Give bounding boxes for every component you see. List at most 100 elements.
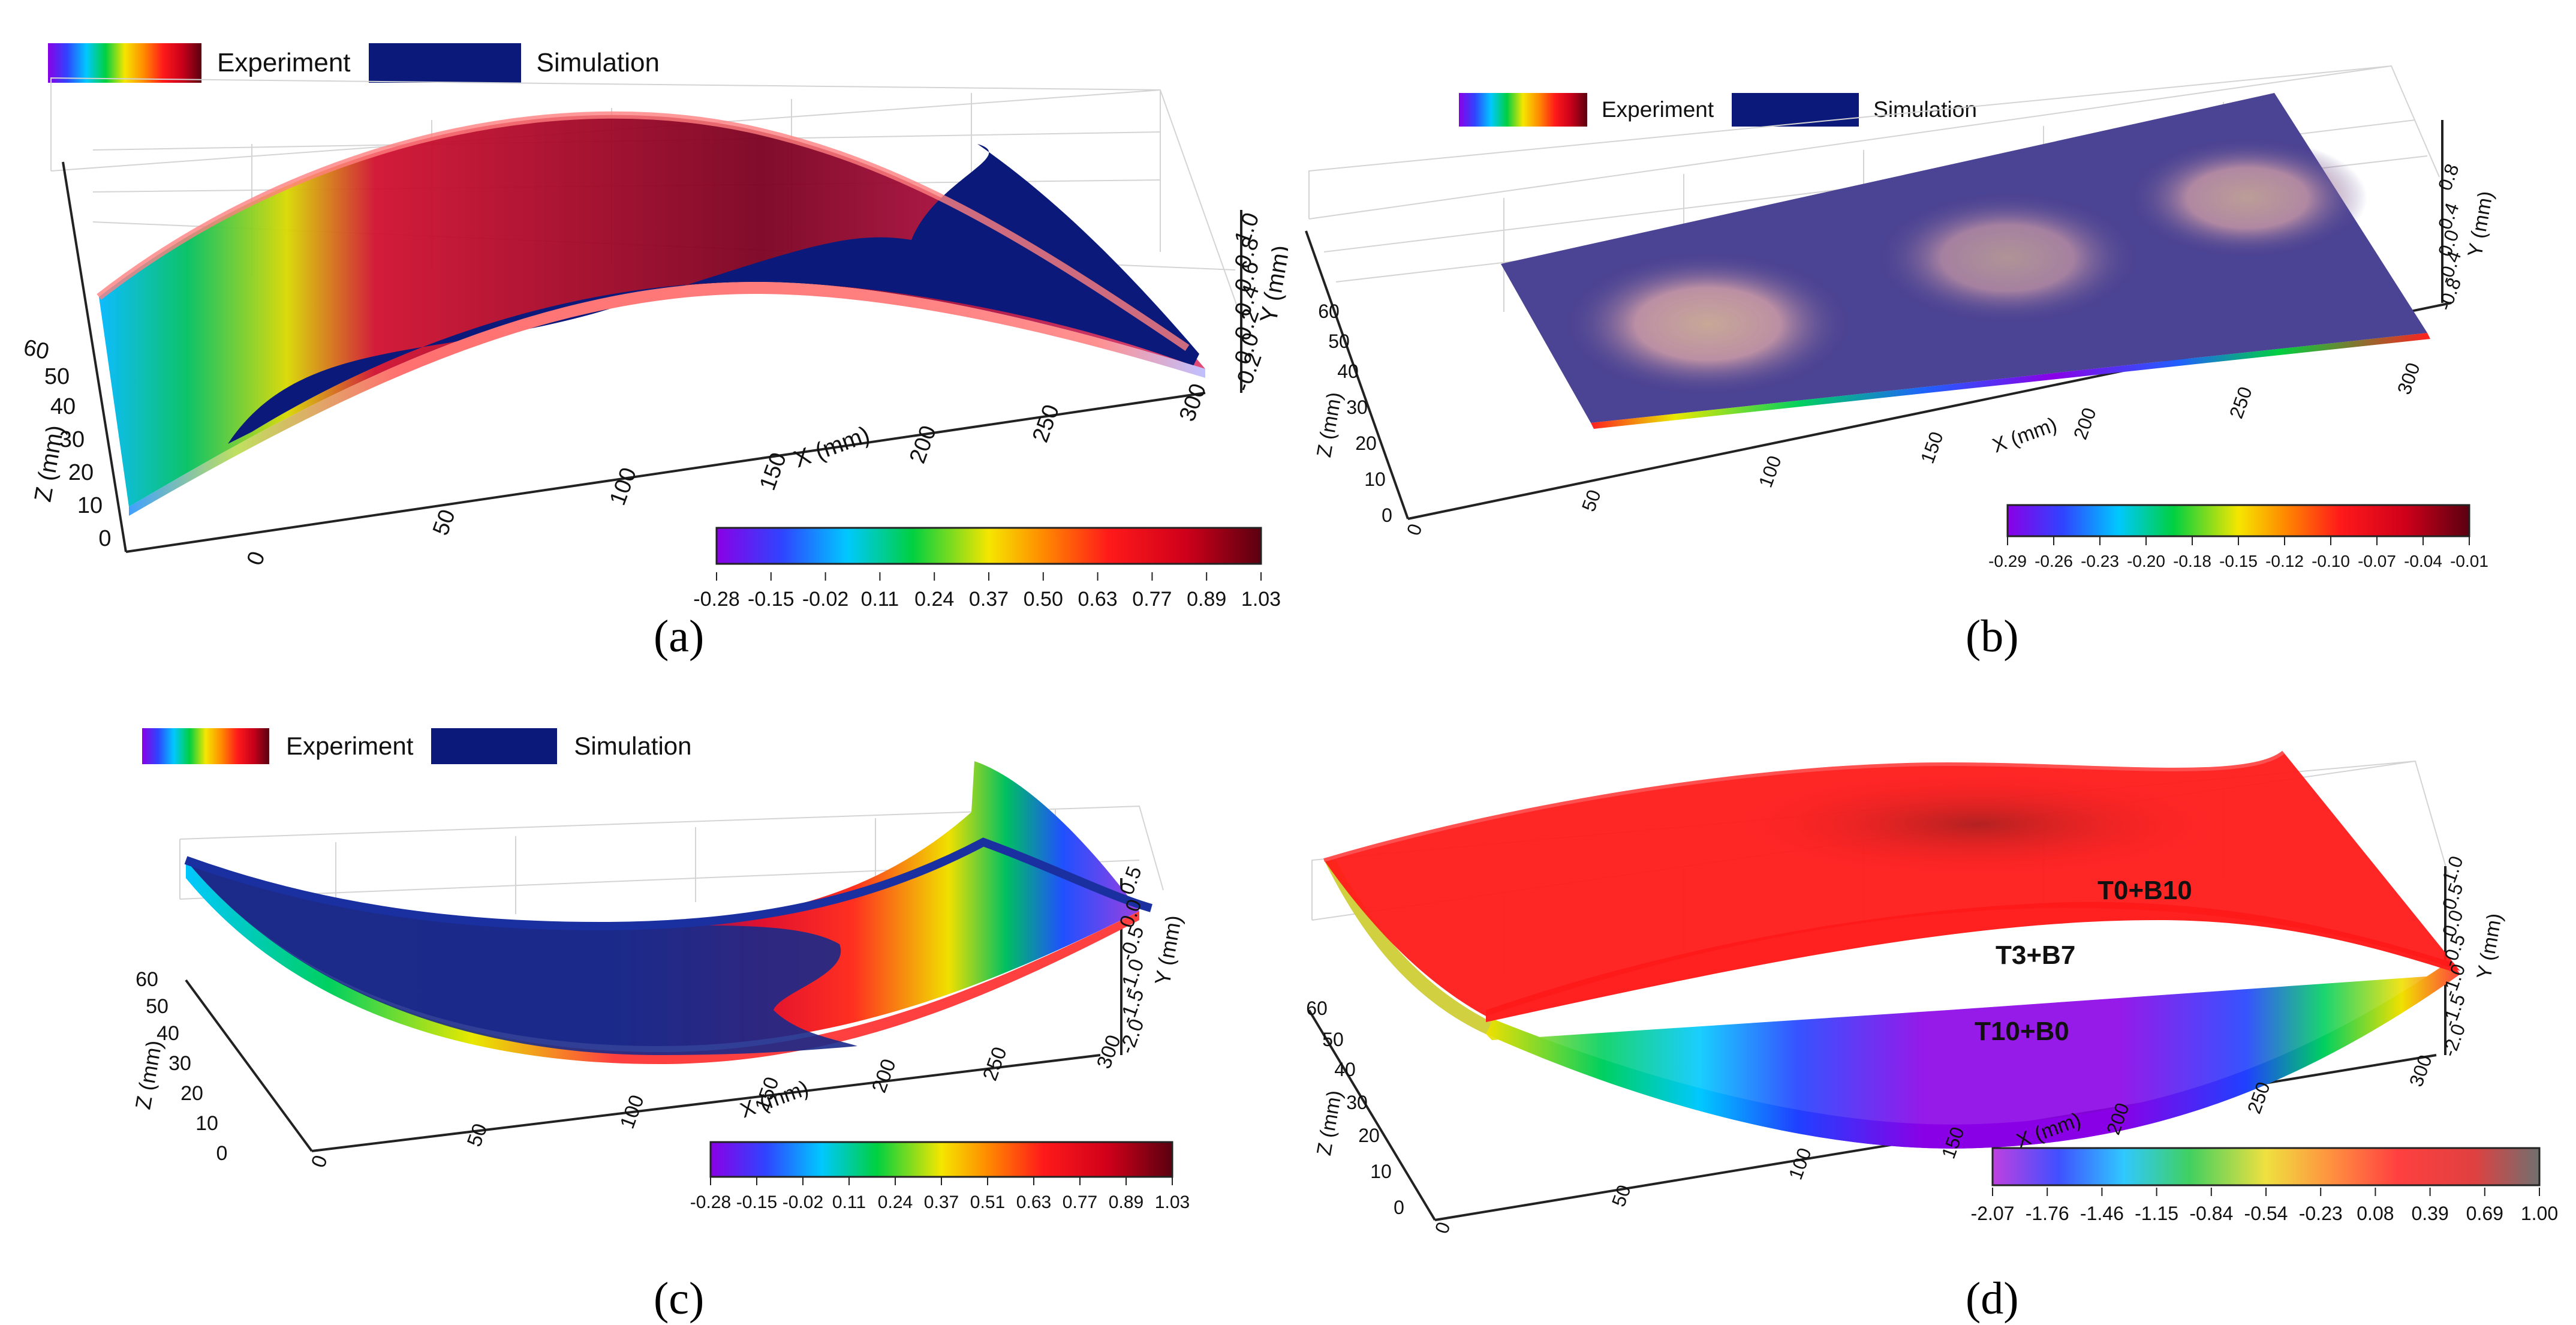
legend-simulation-label: Simulation <box>1873 97 1977 122</box>
z-tick: 20 <box>180 1082 203 1105</box>
colorbar-tick-label: 0.24 <box>878 1192 913 1212</box>
y-tick: 0.8 <box>2434 161 2463 193</box>
colorbar <box>709 1141 1173 1178</box>
simulation-swatch <box>431 728 558 764</box>
hot-spot <box>1564 252 1852 396</box>
colorbar-tick-label: -0.02 <box>783 1192 823 1212</box>
z-axis-label: Z (mm) <box>1313 1089 1346 1157</box>
x-tick: 250 <box>2225 384 2256 421</box>
colorbar <box>1991 1147 2541 1186</box>
x-tick: 0 <box>1403 521 1427 538</box>
hot-spot <box>2127 138 2367 258</box>
z-tick: 10 <box>1370 1161 1392 1182</box>
x-tick: 200 <box>905 422 941 467</box>
colorbar-tick-label: 0.11 <box>861 588 899 611</box>
x-tick: 100 <box>1755 453 1786 490</box>
experiment-swatch <box>48 43 201 83</box>
experiment-swatch <box>1459 93 1587 127</box>
simulation-rim <box>184 837 1152 931</box>
x-tick: 300 <box>2405 1052 2436 1089</box>
z-tick: 30 <box>1346 1092 1368 1113</box>
legend: Experiment Simulation <box>1459 93 1977 127</box>
x-tick: 0 <box>242 548 270 569</box>
colorbar-tick-label: -2.07 <box>1971 1203 2015 1224</box>
colorbar-tick-label: 0.77 <box>1132 588 1172 611</box>
panel-b: Experiment Simulation <box>1288 0 2576 662</box>
colorbar-tick-label: 0.08 <box>2357 1203 2394 1224</box>
z-axis: 60 50 40 30 20 10 0 Z (mm) <box>130 968 227 1165</box>
colorbar-tick-label: 0.63 <box>1078 588 1118 611</box>
colorbar-tick-label: -0.26 <box>2035 552 2073 570</box>
z-tick: 40 <box>1337 360 1359 382</box>
z-axis-label: Z (mm) <box>29 423 69 504</box>
x-tick: 50 <box>1578 487 1605 515</box>
z-tick: 30 <box>59 427 85 452</box>
x-tick: 200 <box>868 1056 901 1095</box>
colorbar-ticks: -0.29 -0.26 -0.23 -0.20 -0.18 -0.15 -0.12 -0.10… <box>1988 537 2488 570</box>
colorbar-tick-label: -0.12 <box>2265 552 2304 570</box>
surface-label: T3+B7 <box>1996 941 2075 970</box>
z-tick: 0 <box>1382 504 1392 526</box>
panel-d: T0+B10 T3+B7 T10+B0 60 50 40 30 20 10 0 … <box>1288 662 2576 1324</box>
x-tick: 100 <box>605 464 642 509</box>
z-tick: 0 <box>1394 1197 1404 1218</box>
colorbar-tick-label: -0.84 <box>2189 1203 2233 1224</box>
simulation-swatch <box>1732 93 1859 127</box>
hot-spot <box>1876 192 2139 324</box>
middle-surface <box>1486 902 2460 1022</box>
z-tick: 60 <box>21 335 51 365</box>
x-tick: 250 <box>979 1044 1012 1083</box>
z-tick: 20 <box>68 460 94 485</box>
y-tick: 0.4 <box>2434 200 2463 232</box>
colorbar-tick-label: 0.63 <box>1016 1192 1051 1212</box>
legend: Experiment Simulation <box>48 43 660 83</box>
y-tick: 0.5 <box>2438 880 2467 912</box>
x-tick: 150 <box>1916 429 1948 466</box>
colorbar-tick-label: -0.01 <box>2450 552 2488 570</box>
colorbar-tick-label: 0.37 <box>969 588 1009 611</box>
colorbar-tick-label: -0.15 <box>736 1192 777 1212</box>
experiment-edge <box>1591 333 2430 429</box>
colorbar-tick-label: -0.20 <box>2127 552 2165 570</box>
legend-experiment-label: Experiment <box>217 48 351 77</box>
top-rim <box>1323 750 2285 862</box>
y-tick: 1.0 <box>2438 853 2467 885</box>
z-axis-label: Z (mm) <box>130 1038 167 1111</box>
colorbar-tick-label: -0.28 <box>690 1192 731 1212</box>
caption-a: (a) <box>654 611 705 662</box>
colorbar <box>2006 504 2470 537</box>
colorbar-tick-label: 1.03 <box>1155 1192 1190 1212</box>
experiment-edge <box>186 860 1139 1064</box>
colorbar-tick-label: 0.77 <box>1063 1192 1097 1212</box>
colorbar-tick-label: -0.15 <box>2219 552 2258 570</box>
x-tick: 0 <box>1431 1219 1455 1236</box>
simulation-surface <box>228 144 1199 444</box>
colorbar <box>715 527 1262 565</box>
x-axis-label: X (mm) <box>1990 413 2060 458</box>
colorbar-tick-label: 0.37 <box>924 1192 959 1212</box>
colorbar-tick-label: 0.89 <box>1109 1192 1143 1212</box>
caption-b: (b) <box>1966 611 2019 662</box>
grid-box <box>179 805 1164 926</box>
colorbar-tick-label: 1.03 <box>1241 588 1281 611</box>
x-tick: 50 <box>428 506 461 539</box>
colorbar-tick-label: -0.28 <box>693 588 740 611</box>
y-axis: 1.0 0.8 0.6 0.4 0.2 0.0 -0.2 Y (mm) <box>1230 209 1288 395</box>
colorbar-tick-label: -1.15 <box>2135 1203 2178 1224</box>
z-tick: 50 <box>1322 1029 1344 1050</box>
y-axis: 0.5 0.0 -0.5 -1.0 -1.5 -2.0 Y (mm) <box>1115 863 1186 1056</box>
y-axis-label: Y (mm) <box>1256 244 1288 325</box>
experiment-edge <box>129 282 1205 516</box>
x-tick: 300 <box>1175 380 1211 425</box>
z-tick: 60 <box>1306 997 1328 1019</box>
z-tick: 20 <box>1355 432 1377 454</box>
simulation-surface <box>1501 93 2427 423</box>
colorbar-tick-label: -0.07 <box>2358 552 2396 570</box>
colorbar-tick-label: -0.18 <box>2173 552 2211 570</box>
colorbar-ticks: -0.28 -0.15 -0.02 0.11 0.24 0.37 0.51 0.63 0.77 0… <box>690 1177 1190 1212</box>
plot-a: 60 50 40 30 20 10 0 Z (mm) 0 50 100 150 … <box>21 77 1288 611</box>
z-tick: 10 <box>77 493 103 518</box>
z-axis: 60 50 40 30 20 10 0 Z (mm) <box>21 335 111 551</box>
dark-region <box>1726 770 2229 878</box>
x-tick: 0 <box>307 1152 332 1171</box>
